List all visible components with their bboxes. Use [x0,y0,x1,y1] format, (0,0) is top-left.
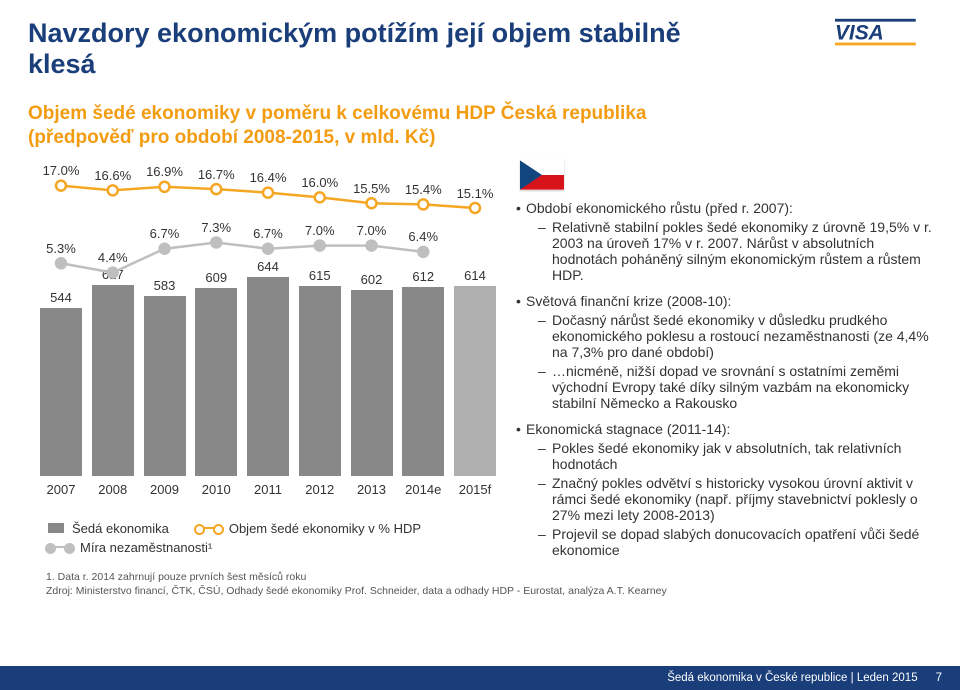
visa-logo: VISA [835,18,930,55]
line-value-label: 16.0% [297,175,343,190]
legend-label-bars: Šedá ekonomika [72,521,169,536]
bullet-column: Období ekonomického růstu (před r. 2007)… [498,160,932,568]
chart-subtitle: Objem šedé ekonomiky v poměru k celkovém… [28,102,932,150]
czech-flag-icon [520,160,932,190]
line-value-label: 17.0% [38,163,84,178]
line-value-label: 6.7% [245,226,291,241]
line-value-label: 4.4% [90,250,136,265]
subtitle-line-2: (předpověď pro období 2008-2015, v mld. … [28,127,435,148]
line-value-label: 15.4% [400,182,446,197]
legend-marker-grey [48,546,72,548]
line-value-label: 15.1% [452,186,498,201]
footnote-1: 1. Data r. 2014 zahrnují pouze prvních š… [46,570,932,584]
line-value-label: 5.3% [38,241,84,256]
bullet-1: Období ekonomického růstu (před r. 2007)… [516,200,932,283]
footer-text: Šedá ekonomika v České republice | Leden… [667,672,917,684]
legend-item-bars: Šedá ekonomika [48,521,169,536]
legend-marker-orange [197,527,221,529]
line-value-label: 7.3% [193,220,239,235]
footnote-2: Zdroj: Ministerstvo financí, ČTK, ČSÚ, O… [46,584,932,598]
line-value-label: 16.4% [245,170,291,185]
combo-chart: 544 2007617 2008583 2009609 2010644 2011… [28,160,498,555]
bullet-2: Světová finanční krize (2008-10): Dočasn… [516,293,932,411]
svg-text:VISA: VISA [835,22,884,45]
subtitle-line-1: Objem šedé ekonomiky v poměru k celkovém… [28,103,646,124]
legend-item-line2: Míra nezaměstnanosti¹ [48,540,421,555]
slide-footer: Šedá ekonomika v České republice | Leden… [0,666,960,690]
line-value-label: 15.5% [349,181,395,196]
line-value-label: 7.0% [349,223,395,238]
legend-label-line2: Míra nezaměstnanosti¹ [80,540,212,555]
line-value-label: 6.4% [400,229,446,244]
page-title: Navzdory ekonomickým potížím její objem … [28,18,728,80]
line-value-label: 7.0% [297,223,343,238]
line-value-label: 16.6% [90,168,136,183]
legend-label-line1: Objem šedé ekonomiky v % HDP [229,521,421,536]
line-value-label: 16.7% [193,167,239,182]
page-number: 7 [936,672,942,684]
legend-item-line1: Objem šedé ekonomiky v % HDP [197,521,421,536]
bullet-3: Ekonomická stagnace (2011-14): Pokles še… [516,421,932,558]
line-value-label: 16.9% [142,164,188,179]
legend-swatch-grey [48,523,64,533]
line-value-label: 6.7% [142,226,188,241]
